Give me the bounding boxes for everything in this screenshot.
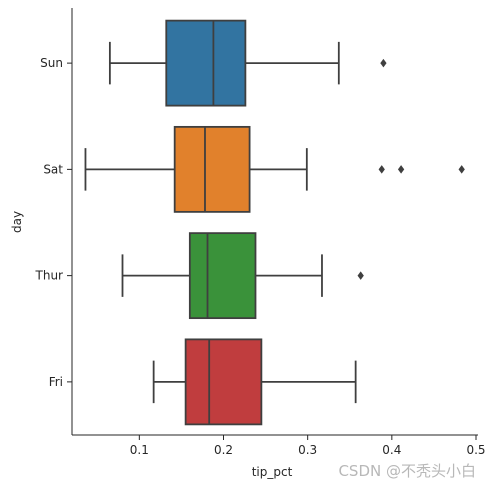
outlier-marker [357, 271, 364, 280]
box-thur [188, 232, 257, 320]
x-axis-label: tip_pct [252, 465, 293, 479]
box-sun [165, 19, 247, 107]
box-sat [173, 125, 251, 213]
x-tick-label: 0.5 [466, 443, 485, 457]
y-tick-label: Thur [35, 269, 64, 283]
box-fri [184, 338, 263, 426]
x-ticks: 0.1 0.2 0.3 0.4 0.5 [130, 435, 486, 457]
watermark-text: CSDN @不秃头小白 [338, 462, 476, 480]
y-axis-label: day [10, 211, 24, 233]
y-tick-label: Fri [49, 375, 63, 389]
outlier-marker [378, 165, 385, 174]
outlier-marker [380, 58, 387, 68]
y-tick-label: Sat [43, 162, 63, 176]
x-tick-label: 0.1 [130, 443, 149, 457]
y-ticks: Sun Sat Thur Fri [35, 56, 72, 389]
box-group [84, 19, 465, 426]
y-tick-label: Sun [40, 56, 63, 70]
x-tick-label: 0.2 [214, 443, 233, 457]
outlier-marker [458, 165, 465, 174]
x-tick-label: 0.3 [298, 443, 317, 457]
outlier-marker [397, 165, 405, 174]
x-tick-label: 0.4 [382, 443, 401, 457]
